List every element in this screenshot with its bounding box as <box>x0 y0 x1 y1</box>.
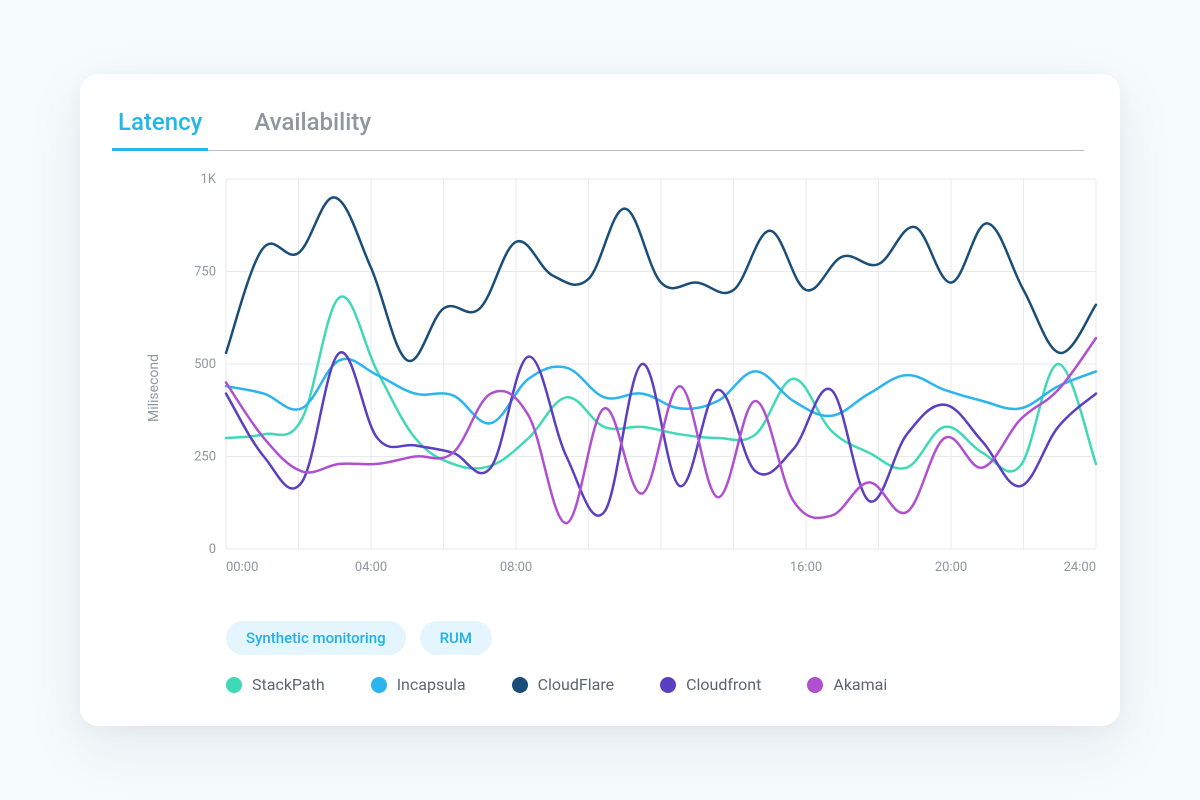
pill-synthetic-monitoring[interactable]: Synthetic monitoring <box>226 621 406 655</box>
pill-rum[interactable]: RUM <box>420 621 492 655</box>
swatch-akamai <box>807 677 823 693</box>
tab-availability[interactable]: Availability <box>252 102 373 150</box>
legend: StackPath Incapsula CloudFlare Cloudfron… <box>226 675 1084 694</box>
svg-text:1K: 1K <box>201 173 217 187</box>
svg-text:250: 250 <box>194 450 216 465</box>
chart-area: Milisecond 0 250 500 750 1K 00:00 04:00 08:00 16… <box>116 173 1084 603</box>
svg-text:500: 500 <box>194 357 216 372</box>
legend-item-incapsula[interactable]: Incapsula <box>371 675 466 694</box>
y-axis-label: Milisecond <box>146 354 162 422</box>
swatch-cloudfront <box>660 677 676 693</box>
swatch-cloudflare <box>512 677 528 693</box>
latency-line-chart: 0 250 500 750 1K 00:00 04:00 08:00 16:00 20:00 24:… <box>186 173 1102 579</box>
tab-latency[interactable]: Latency <box>116 102 204 150</box>
svg-text:750: 750 <box>194 265 216 280</box>
swatch-stackpath <box>226 677 242 693</box>
legend-item-cloudfront[interactable]: Cloudfront <box>660 675 761 694</box>
legend-label: StackPath <box>252 675 325 694</box>
legend-label: CloudFlare <box>538 675 614 694</box>
legend-item-stackpath[interactable]: StackPath <box>226 675 325 694</box>
svg-text:00:00: 00:00 <box>226 560 258 575</box>
legend-label: Incapsula <box>397 675 466 694</box>
svg-text:20:00: 20:00 <box>935 560 967 575</box>
swatch-incapsula <box>371 677 387 693</box>
legend-item-akamai[interactable]: Akamai <box>807 675 887 694</box>
tabs: Latency Availability <box>116 102 1084 151</box>
svg-text:04:00: 04:00 <box>355 560 387 575</box>
svg-text:08:00: 08:00 <box>500 560 532 575</box>
svg-text:16:00: 16:00 <box>790 560 822 575</box>
legend-label: Akamai <box>833 675 887 694</box>
latency-card: Latency Availability Milisecond 0 250 500 7… <box>80 74 1120 726</box>
legend-item-cloudflare[interactable]: CloudFlare <box>512 675 614 694</box>
svg-text:24:00: 24:00 <box>1064 560 1096 575</box>
filter-pills: Synthetic monitoring RUM <box>226 621 1084 655</box>
svg-text:0: 0 <box>209 542 216 557</box>
legend-label: Cloudfront <box>686 675 761 694</box>
